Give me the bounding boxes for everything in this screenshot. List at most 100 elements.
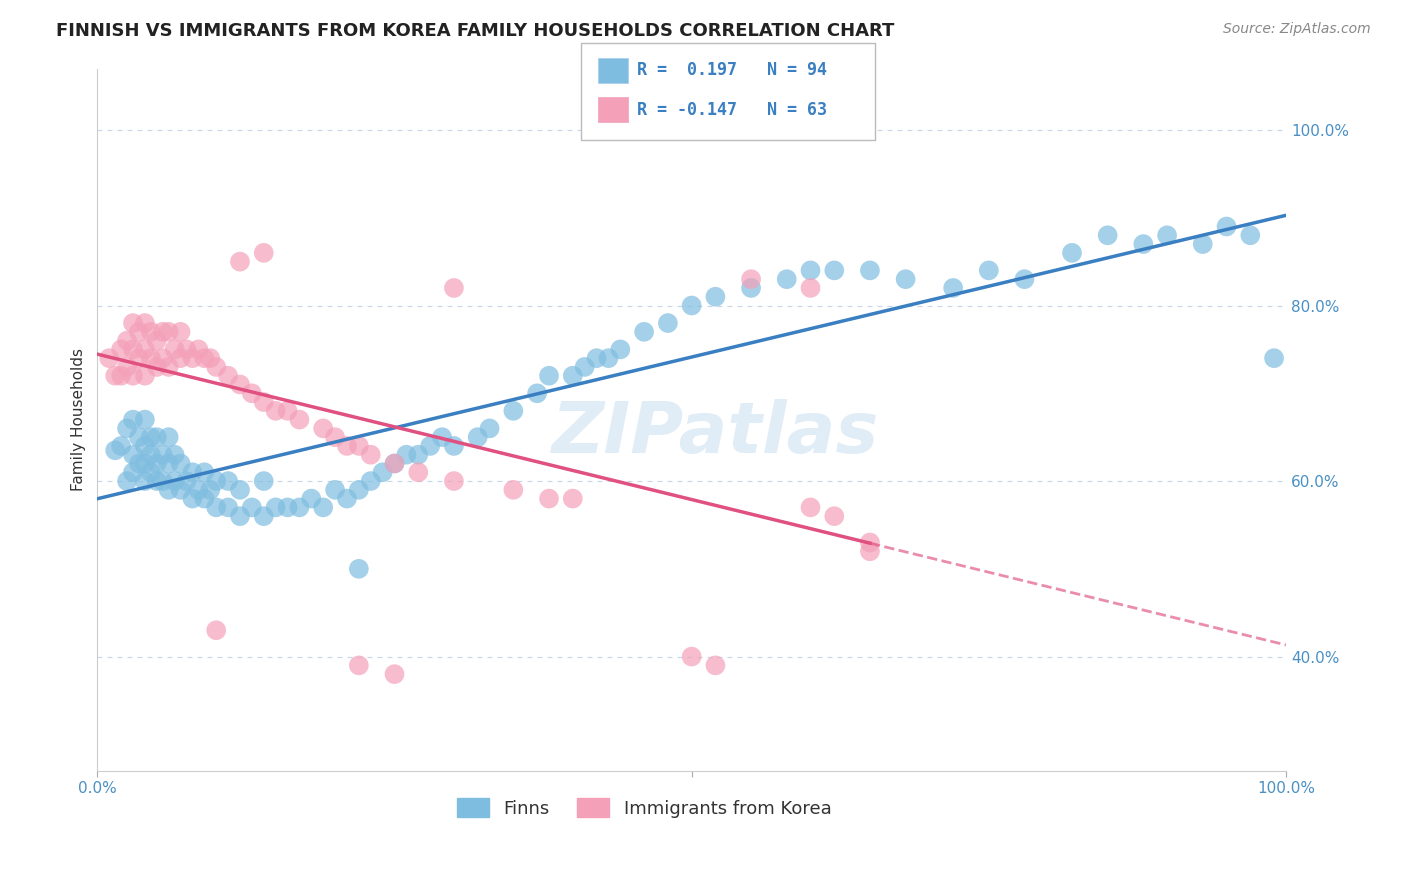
Immigrants from Korea (104, 368, 127, 383)
Immigrants from Korea (217, 368, 239, 383)
Finns (152, 448, 174, 462)
Immigrants from Korea (169, 325, 191, 339)
Immigrants from Korea (128, 351, 150, 366)
Finns (193, 491, 215, 506)
Finns (128, 457, 150, 471)
Finns (323, 483, 346, 497)
Immigrants from Korea (443, 474, 465, 488)
Immigrants from Korea (134, 316, 156, 330)
Finns (443, 439, 465, 453)
Finns (371, 465, 394, 479)
Finns (609, 343, 631, 357)
Immigrants from Korea (443, 281, 465, 295)
Finns (347, 483, 370, 497)
Finns (277, 500, 299, 515)
Immigrants from Korea (384, 667, 406, 681)
Immigrants from Korea (360, 448, 382, 462)
Immigrants from Korea (323, 430, 346, 444)
Finns (163, 448, 186, 462)
Immigrants from Korea (115, 359, 138, 374)
Immigrants from Korea (240, 386, 263, 401)
Immigrants from Korea (288, 412, 311, 426)
Finns (406, 448, 429, 462)
Immigrants from Korea (128, 325, 150, 339)
Finns (128, 430, 150, 444)
Immigrants from Korea (347, 658, 370, 673)
Finns (176, 474, 198, 488)
Immigrants from Korea (537, 491, 560, 506)
Immigrants from Korea (139, 351, 162, 366)
Text: Source: ZipAtlas.com: Source: ZipAtlas.com (1223, 22, 1371, 37)
Finns (205, 474, 228, 488)
Immigrants from Korea (312, 421, 335, 435)
Finns (139, 448, 162, 462)
Finns (169, 457, 191, 471)
Immigrants from Korea (152, 325, 174, 339)
Finns (942, 281, 965, 295)
Finns (240, 500, 263, 515)
Finns (633, 325, 655, 339)
Finns (537, 368, 560, 383)
Finns (217, 474, 239, 488)
Finns (157, 430, 180, 444)
Finns (253, 509, 276, 524)
Finns (561, 368, 583, 383)
Finns (181, 491, 204, 506)
Finns (157, 457, 180, 471)
Immigrants from Korea (157, 325, 180, 339)
Immigrants from Korea (187, 343, 209, 357)
Immigrants from Korea (115, 334, 138, 348)
Immigrants from Korea (122, 343, 145, 357)
Legend: Finns, Immigrants from Korea: Finns, Immigrants from Korea (450, 791, 839, 825)
Immigrants from Korea (502, 483, 524, 497)
Finns (134, 457, 156, 471)
Immigrants from Korea (799, 500, 821, 515)
Finns (146, 430, 169, 444)
Finns (1132, 237, 1154, 252)
Finns (104, 443, 127, 458)
Finns (193, 465, 215, 479)
Immigrants from Korea (384, 457, 406, 471)
Finns (122, 465, 145, 479)
Immigrants from Korea (134, 343, 156, 357)
Immigrants from Korea (122, 368, 145, 383)
Finns (229, 483, 252, 497)
Finns (1060, 245, 1083, 260)
Finns (336, 491, 359, 506)
Immigrants from Korea (205, 359, 228, 374)
Immigrants from Korea (264, 404, 287, 418)
Immigrants from Korea (229, 377, 252, 392)
Immigrants from Korea (146, 359, 169, 374)
Finns (1191, 237, 1213, 252)
Text: FINNISH VS IMMIGRANTS FROM KOREA FAMILY HOUSEHOLDS CORRELATION CHART: FINNISH VS IMMIGRANTS FROM KOREA FAMILY … (56, 22, 894, 40)
Finns (859, 263, 882, 277)
Immigrants from Korea (799, 281, 821, 295)
Finns (139, 430, 162, 444)
Finns (574, 359, 596, 374)
Finns (146, 474, 169, 488)
Finns (169, 483, 191, 497)
Immigrants from Korea (823, 509, 845, 524)
Finns (229, 509, 252, 524)
Immigrants from Korea (253, 245, 276, 260)
Finns (704, 290, 727, 304)
Finns (657, 316, 679, 330)
Finns (430, 430, 453, 444)
Immigrants from Korea (134, 368, 156, 383)
Immigrants from Korea (704, 658, 727, 673)
Immigrants from Korea (169, 351, 191, 366)
Immigrants from Korea (200, 351, 222, 366)
Finns (200, 483, 222, 497)
Finns (299, 491, 322, 506)
Finns (977, 263, 1000, 277)
Finns (1014, 272, 1036, 286)
Finns (152, 474, 174, 488)
Immigrants from Korea (859, 544, 882, 558)
Finns (110, 439, 132, 453)
Immigrants from Korea (110, 343, 132, 357)
Immigrants from Korea (163, 343, 186, 357)
Finns (157, 483, 180, 497)
Finns (205, 500, 228, 515)
Finns (598, 351, 620, 366)
Finns (585, 351, 607, 366)
